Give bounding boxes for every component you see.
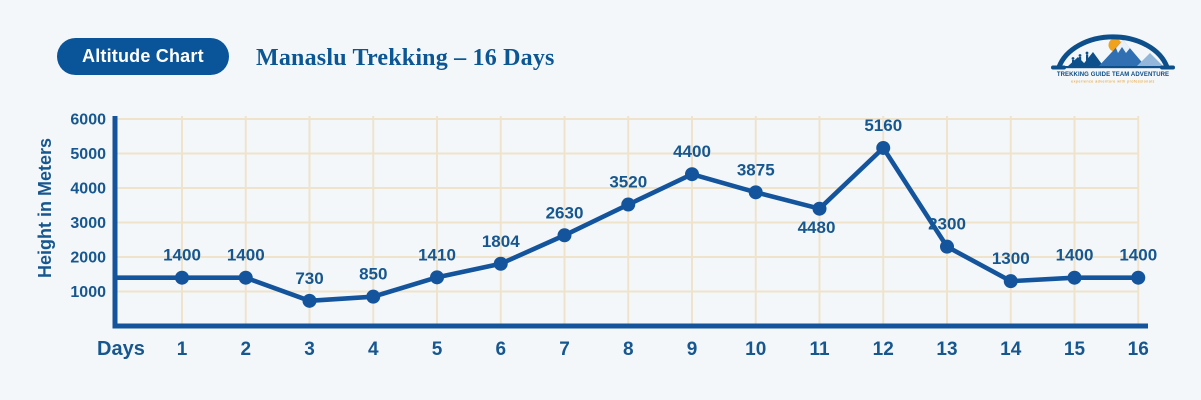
data-label-day-4: 850 <box>359 265 387 284</box>
data-point-day-8 <box>621 197 636 212</box>
data-point-day-16 <box>1131 270 1146 285</box>
company-logo: TREKKING GUIDE TEAM ADVENTURE experience… <box>1050 22 1176 86</box>
data-point-day-11 <box>812 201 827 216</box>
data-label-day-5: 1410 <box>418 245 456 264</box>
logo-company-name: TREKKING GUIDE TEAM ADVENTURE <box>1057 72 1169 78</box>
logo-right-peak-icon <box>1136 53 1164 67</box>
x-tick-label-day-6: 6 <box>495 339 506 360</box>
x-tick-label-day-16: 16 <box>1128 339 1149 360</box>
altitude-chart-badge: Altitude Chart <box>57 38 229 75</box>
x-tick-label-day-7: 7 <box>559 339 570 360</box>
data-label-day-10: 3875 <box>737 160 775 179</box>
page-title: Manaslu Trekking – 16 Days <box>256 45 555 71</box>
logo-main-peak-icon <box>1098 40 1146 67</box>
logo-snow-cap-icon <box>1116 40 1130 53</box>
x-tick-label-day-14: 14 <box>1000 339 1022 360</box>
data-point-day-14 <box>1003 274 1018 289</box>
data-point-day-4 <box>366 289 381 304</box>
data-label-day-3: 730 <box>295 269 323 288</box>
data-label-day-9: 4400 <box>673 142 711 161</box>
data-point-day-15 <box>1067 270 1082 285</box>
logo-arch-icon <box>1056 34 1170 70</box>
data-point-day-2 <box>238 270 253 285</box>
data-label-day-1: 1400 <box>163 246 201 265</box>
y-tick-label-1000: 1000 <box>70 284 106 301</box>
x-tick-label-day-9: 9 <box>687 339 698 360</box>
y-tick-label-4000: 4000 <box>70 181 106 198</box>
logo-ridge-mid-icon <box>1081 52 1104 67</box>
y-tick-label-3000: 3000 <box>70 215 106 232</box>
y-tick-label-6000: 6000 <box>70 112 106 129</box>
x-tick-label-day-4: 4 <box>368 339 379 360</box>
logo-trekkers-icon <box>1071 51 1089 66</box>
y-axis-title: Height in Meters <box>35 138 55 278</box>
x-tick-label-day-13: 13 <box>936 339 957 360</box>
data-label-day-2: 1400 <box>227 246 265 265</box>
data-label-day-8: 3520 <box>609 173 647 192</box>
data-point-day-7 <box>557 228 572 243</box>
logo-baseline <box>1065 66 1161 69</box>
data-label-day-15: 1400 <box>1056 246 1094 265</box>
x-tick-label-day-8: 8 <box>623 339 634 360</box>
data-label-day-7: 2630 <box>546 203 584 222</box>
logo-tagline: experience adventure with professionals <box>1071 80 1155 84</box>
data-label-day-12: 5160 <box>864 116 902 135</box>
y-tick-label-2000: 2000 <box>70 250 106 267</box>
data-label-day-14: 1300 <box>992 249 1030 268</box>
x-axis-title: Days <box>97 338 145 360</box>
data-point-day-10 <box>748 185 763 200</box>
data-point-day-5 <box>430 270 444 285</box>
x-tick-label-day-12: 12 <box>873 339 894 360</box>
x-tick-label-day-2: 2 <box>240 339 251 360</box>
data-point-day-9 <box>685 167 699 182</box>
data-label-day-13: 2300 <box>928 215 966 234</box>
x-tick-label-day-1: 1 <box>177 339 188 360</box>
y-tick-label-5000: 5000 <box>70 146 106 163</box>
badge-label: Altitude Chart <box>82 46 204 66</box>
data-label-day-11: 4480 <box>798 218 836 237</box>
data-point-day-6 <box>493 256 508 271</box>
x-tick-label-day-15: 15 <box>1064 339 1086 360</box>
company-logo-graphic: TREKKING GUIDE TEAM ADVENTURE experience… <box>1051 34 1175 84</box>
data-point-day-3 <box>302 293 317 308</box>
data-point-day-12 <box>876 140 891 155</box>
data-label-day-6: 1804 <box>482 232 520 251</box>
data-point-day-13 <box>940 239 954 254</box>
x-tick-label-day-5: 5 <box>432 339 443 360</box>
data-label-day-16: 1400 <box>1119 246 1157 265</box>
x-tick-label-day-11: 11 <box>809 339 830 360</box>
data-point-day-1 <box>175 270 189 285</box>
x-tick-label-day-3: 3 <box>304 339 315 360</box>
x-tick-label-day-10: 10 <box>745 339 766 360</box>
